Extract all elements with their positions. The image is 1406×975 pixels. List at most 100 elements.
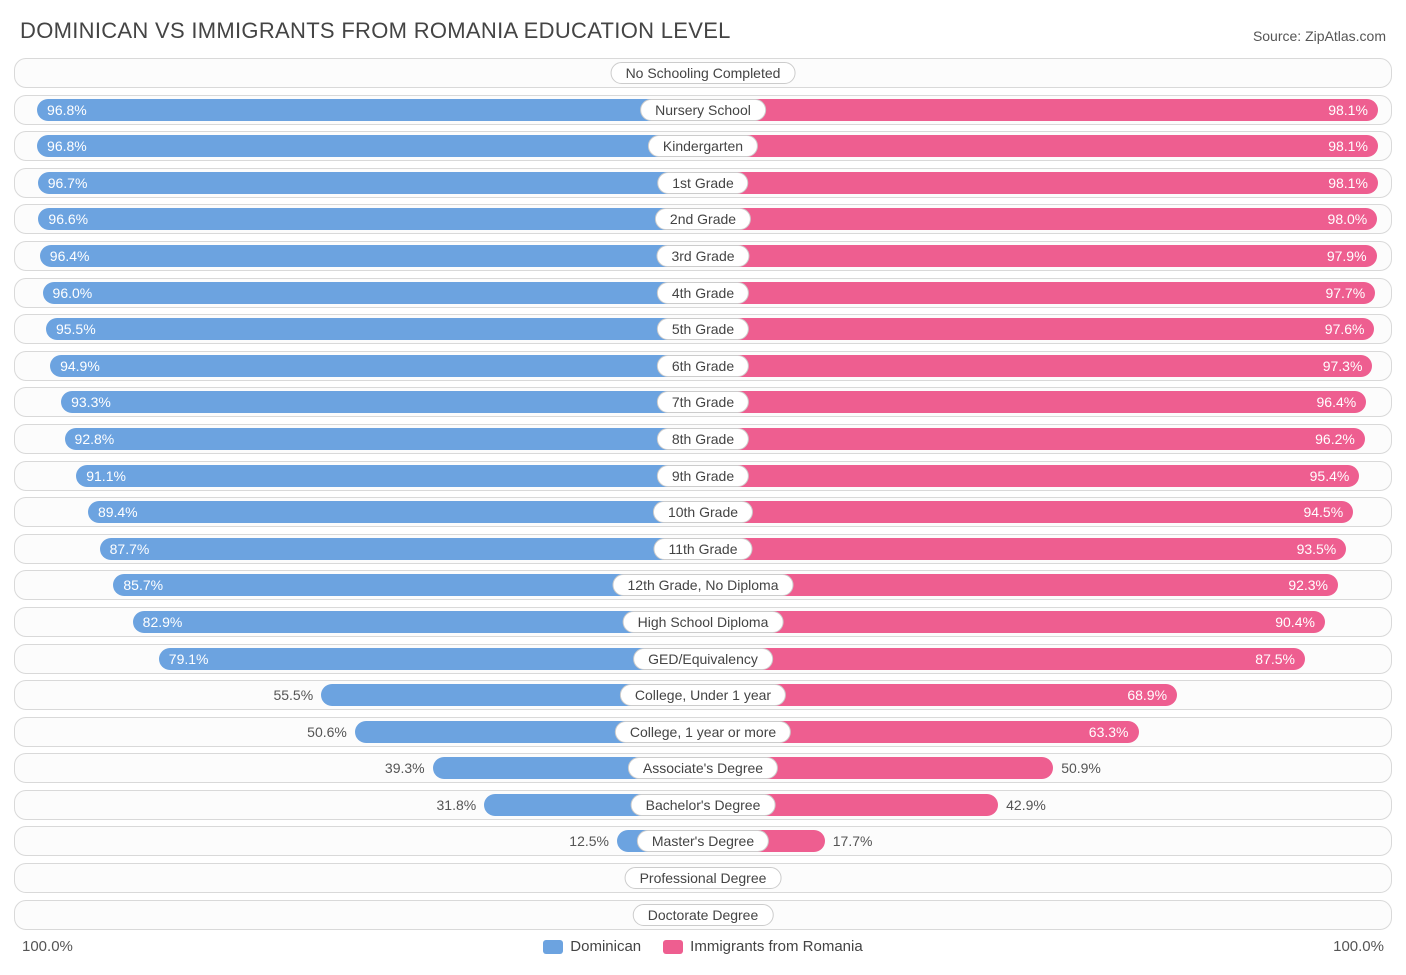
- category-label: College, Under 1 year: [620, 684, 786, 706]
- source-label: Source:: [1253, 28, 1301, 44]
- category-label: High School Diploma: [623, 611, 784, 633]
- category-label: 6th Grade: [657, 355, 749, 377]
- category-label: 7th Grade: [657, 391, 749, 413]
- bar-left-value: 96.6%: [38, 208, 703, 230]
- bar-right: 94.5%: [703, 501, 1353, 523]
- legend-label-left: Dominican: [570, 938, 641, 955]
- bar-right-value: 98.1%: [703, 172, 1378, 194]
- bar-right-value: 42.9%: [998, 791, 1054, 819]
- bar-right-value: 97.9%: [703, 245, 1377, 267]
- category-label: 11th Grade: [653, 538, 752, 560]
- bar-left-value: 95.5%: [46, 318, 703, 340]
- chart-row: 89.4%94.5%10th Grade: [14, 497, 1392, 527]
- chart-row: 87.7%93.5%11th Grade: [14, 534, 1392, 564]
- bar-left-value: 82.9%: [133, 611, 703, 633]
- bar-right: 98.1%: [703, 135, 1378, 157]
- bar-right: 97.7%: [703, 282, 1375, 304]
- legend-label-right: Immigrants from Romania: [690, 938, 863, 955]
- bar-left-value: 39.3%: [377, 754, 433, 782]
- chart-header: DOMINICAN VS IMMIGRANTS FROM ROMANIA EDU…: [14, 18, 1392, 44]
- chart-row: 94.9%97.3%6th Grade: [14, 351, 1392, 381]
- chart-row: 95.5%97.6%5th Grade: [14, 314, 1392, 344]
- bar-left-value: 96.8%: [37, 99, 703, 121]
- chart-row: 12.5% 17.7% Master's Degree: [14, 826, 1392, 856]
- bar-right: 97.3%: [703, 355, 1372, 377]
- bar-right: 87.5%: [703, 648, 1305, 670]
- chart-row: 39.3%50.9%Associate's Degree: [14, 753, 1392, 783]
- bar-right-value: 92.3%: [703, 574, 1338, 596]
- bar-left: 92.8%: [65, 428, 703, 450]
- bar-right: 95.4%: [703, 465, 1359, 487]
- category-label: 1st Grade: [657, 172, 748, 194]
- bar-left: 87.7%: [100, 538, 703, 560]
- category-label: 12th Grade, No Diploma: [613, 574, 794, 596]
- category-label: GED/Equivalency: [633, 648, 773, 670]
- bar-right: 97.6%: [703, 318, 1374, 340]
- legend-item-left: Dominican: [543, 938, 641, 955]
- chart-row: 50.6%63.3%College, 1 year or more: [14, 717, 1392, 747]
- chart-row: 96.6%98.0%2nd Grade: [14, 204, 1392, 234]
- bar-right-value: 94.5%: [703, 501, 1353, 523]
- chart-row: 85.7%92.3%12th Grade, No Diploma: [14, 570, 1392, 600]
- axis-right-max: 100.0%: [1333, 938, 1384, 955]
- bar-right: 98.1%: [703, 99, 1378, 121]
- chart-row: 96.7%98.1%1st Grade: [14, 168, 1392, 198]
- category-label: No Schooling Completed: [611, 62, 796, 84]
- bar-left-value: 89.4%: [88, 501, 703, 523]
- category-label: 10th Grade: [653, 501, 753, 523]
- bar-left-value: 87.7%: [100, 538, 703, 560]
- source-value: ZipAtlas.com: [1305, 28, 1386, 44]
- bar-right-value: 90.4%: [703, 611, 1325, 633]
- chart-row: 96.4%97.9%3rd Grade: [14, 241, 1392, 271]
- bar-right-value: 97.6%: [703, 318, 1374, 340]
- chart-row: 79.1%87.5%GED/Equivalency: [14, 644, 1392, 674]
- chart-row: 96.8%98.1%Nursery School: [14, 95, 1392, 125]
- bar-left-value: 50.6%: [299, 718, 355, 746]
- bar-left-value: 92.8%: [65, 428, 703, 450]
- chart-row: 96.8%98.1%Kindergarten: [14, 131, 1392, 161]
- category-label: Nursery School: [640, 99, 766, 121]
- category-label: College, 1 year or more: [615, 721, 791, 743]
- bar-left-value: 96.7%: [38, 172, 703, 194]
- bar-left: 96.0%: [43, 282, 703, 304]
- bar-right: 90.4%: [703, 611, 1325, 633]
- chart-title: DOMINICAN VS IMMIGRANTS FROM ROMANIA EDU…: [20, 18, 731, 44]
- category-label: Professional Degree: [625, 867, 782, 889]
- bar-right: 96.4%: [703, 391, 1366, 413]
- bar-left-value: 96.0%: [43, 282, 703, 304]
- bar-right: 92.3%: [703, 574, 1338, 596]
- category-label: Kindergarten: [648, 135, 758, 157]
- bar-left: 96.6%: [38, 208, 703, 230]
- category-label: 9th Grade: [657, 465, 749, 487]
- bar-right-value: 96.4%: [703, 391, 1366, 413]
- bar-right: 96.2%: [703, 428, 1365, 450]
- bar-left-value: 12.5%: [561, 827, 617, 855]
- chart-row: 3.2%1.9%No Schooling Completed: [14, 58, 1392, 88]
- bar-right-value: 17.7%: [825, 827, 881, 855]
- legend-swatch-right: [663, 940, 683, 954]
- legend: Dominican Immigrants from Romania: [543, 938, 862, 955]
- bar-left: 82.9%: [133, 611, 703, 633]
- legend-item-right: Immigrants from Romania: [663, 938, 863, 955]
- chart-row: 55.5%68.9%College, Under 1 year: [14, 680, 1392, 710]
- bar-right-value: 97.7%: [703, 282, 1375, 304]
- bar-right-value: 87.5%: [703, 648, 1305, 670]
- bar-left: 95.5%: [46, 318, 703, 340]
- chart-row: 1.4%2.1%Doctorate Degree: [14, 900, 1392, 930]
- bar-right-value: 50.9%: [1053, 754, 1109, 782]
- bar-left-value: 91.1%: [76, 465, 703, 487]
- chart-row: 96.0%97.7%4th Grade: [14, 278, 1392, 308]
- bar-left-value: 96.8%: [37, 135, 703, 157]
- chart-row: 91.1%95.4%9th Grade: [14, 461, 1392, 491]
- legend-swatch-left: [543, 940, 563, 954]
- category-label: Master's Degree: [637, 830, 769, 852]
- bar-left: 93.3%: [61, 391, 703, 413]
- bar-left-value: 79.1%: [159, 648, 703, 670]
- bar-left-value: 55.5%: [265, 681, 321, 709]
- bar-left: 94.9%: [50, 355, 703, 377]
- legend-row: 100.0% Dominican Immigrants from Romania…: [14, 936, 1392, 955]
- bar-left: 91.1%: [76, 465, 703, 487]
- category-label: 3rd Grade: [656, 245, 749, 267]
- category-label: 8th Grade: [657, 428, 749, 450]
- bar-right: 97.9%: [703, 245, 1377, 267]
